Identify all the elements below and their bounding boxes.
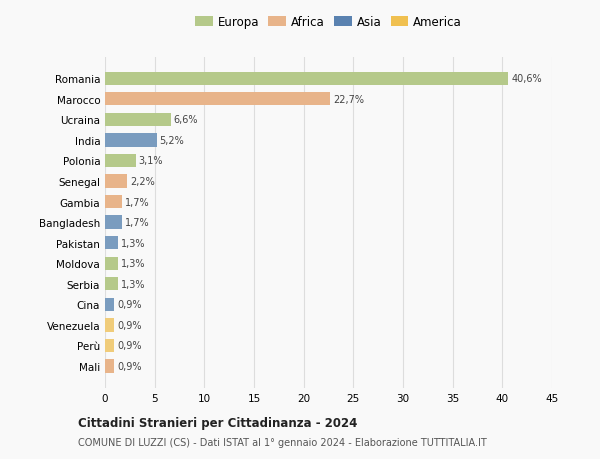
Bar — [105, 196, 122, 209]
Text: 0,9%: 0,9% — [117, 341, 142, 351]
Text: 0,9%: 0,9% — [117, 300, 142, 310]
Text: 1,7%: 1,7% — [125, 197, 149, 207]
Text: 6,6%: 6,6% — [173, 115, 198, 125]
Text: Cittadini Stranieri per Cittadinanza - 2024: Cittadini Stranieri per Cittadinanza - 2… — [78, 416, 358, 429]
Text: 1,3%: 1,3% — [121, 258, 145, 269]
Text: 5,2%: 5,2% — [160, 135, 184, 146]
Text: 3,1%: 3,1% — [139, 156, 163, 166]
Bar — [105, 73, 508, 86]
Bar — [105, 319, 114, 332]
Bar — [105, 175, 127, 188]
Bar — [105, 359, 114, 373]
Bar — [105, 93, 331, 106]
Text: 1,3%: 1,3% — [121, 279, 145, 289]
Text: 2,2%: 2,2% — [130, 177, 155, 187]
Bar — [105, 154, 136, 168]
Text: 40,6%: 40,6% — [511, 74, 542, 84]
Bar — [105, 113, 170, 127]
Text: 1,3%: 1,3% — [121, 238, 145, 248]
Text: 0,9%: 0,9% — [117, 320, 142, 330]
Text: COMUNE DI LUZZI (CS) - Dati ISTAT al 1° gennaio 2024 - Elaborazione TUTTITALIA.I: COMUNE DI LUZZI (CS) - Dati ISTAT al 1° … — [78, 437, 487, 447]
Bar — [105, 236, 118, 250]
Bar — [105, 298, 114, 311]
Bar — [105, 278, 118, 291]
Bar — [105, 339, 114, 353]
Text: 0,9%: 0,9% — [117, 361, 142, 371]
Text: 22,7%: 22,7% — [334, 95, 364, 105]
Legend: Europa, Africa, Asia, America: Europa, Africa, Asia, America — [193, 14, 464, 31]
Bar — [105, 134, 157, 147]
Bar — [105, 257, 118, 270]
Text: 1,7%: 1,7% — [125, 218, 149, 228]
Bar — [105, 216, 122, 230]
